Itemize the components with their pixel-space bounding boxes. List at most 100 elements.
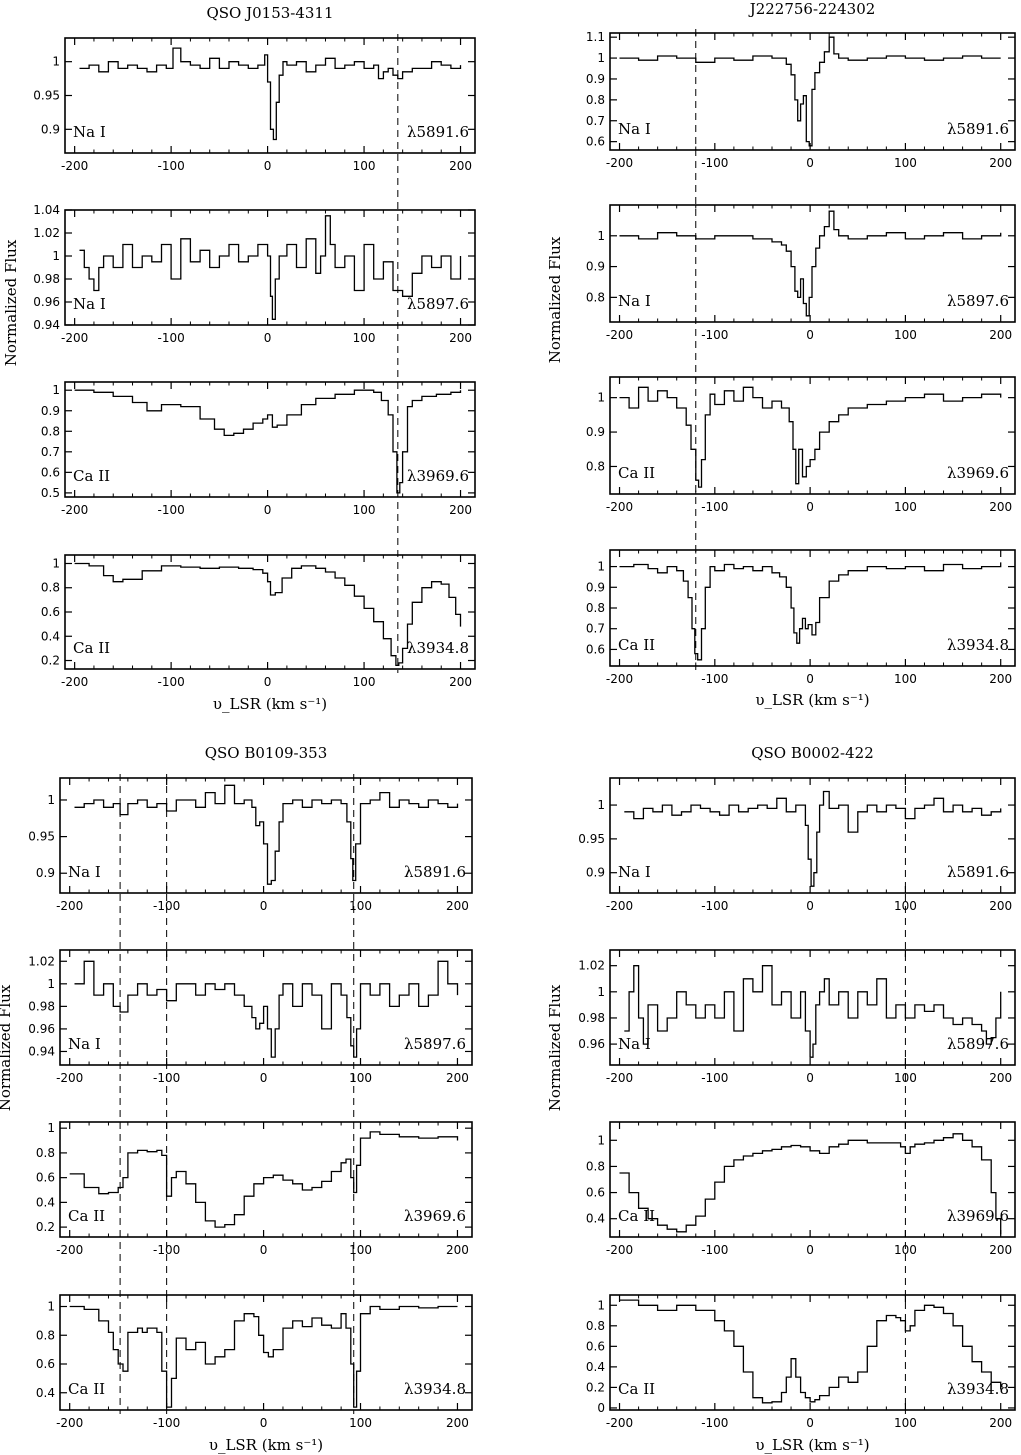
x-tick-label: 200 [989, 156, 1012, 170]
x-axis-label: υ_LSR (km s⁻¹) [755, 691, 869, 709]
wavelength-label: λ3934.8 [947, 636, 1009, 654]
ion-label: Ca II [68, 1207, 105, 1225]
y-tick-label: 0.98 [578, 1011, 605, 1025]
y-tick-label: 0.6 [41, 465, 60, 479]
ion-label: Ca II [618, 1380, 655, 1398]
spectrum-line [619, 386, 1002, 488]
y-tick-label: 0.7 [41, 445, 60, 459]
x-tick-label: -100 [701, 1243, 728, 1257]
panel-frame [609, 1294, 1016, 1411]
x-tick-label: -100 [701, 1071, 728, 1085]
y-tick-label: 0.8 [41, 581, 60, 595]
y-tick-label: 0.8 [586, 1159, 605, 1173]
x-tick-label: 0 [806, 1071, 814, 1085]
x-tick-label: -200 [606, 672, 633, 686]
wavelength-label: λ5897.6 [947, 1035, 1009, 1053]
wavelength-label: λ3969.6 [947, 1207, 1009, 1225]
y-tick-label: 0.8 [586, 601, 605, 615]
x-tick-label: -100 [701, 672, 728, 686]
chart-title: J222756-224302 [748, 0, 876, 18]
y-tick-label: 1 [47, 793, 55, 807]
y-tick-label: 1.02 [28, 954, 55, 968]
x-tick-label: 200 [989, 1416, 1012, 1430]
x-tick-label: 0 [260, 1071, 268, 1085]
y-tick-label: 0.98 [33, 272, 60, 286]
x-tick-label: 100 [894, 156, 917, 170]
y-tick-label: 1.04 [33, 203, 60, 217]
panel-frame [59, 1121, 473, 1238]
x-tick-label: 0 [806, 500, 814, 514]
wavelength-label: λ5891.6 [404, 863, 466, 881]
spectrum-line [69, 1305, 458, 1408]
x-tick-label: -200 [606, 328, 633, 342]
x-tick-label: -100 [701, 500, 728, 514]
chart-title: QSO B0002-422 [751, 744, 874, 762]
panel-frame [609, 204, 1016, 323]
y-tick-label: 0.9 [586, 425, 605, 439]
y-tick-label: 1.02 [578, 959, 605, 973]
y-tick-label: 0.95 [578, 832, 605, 846]
x-tick-label: 0 [260, 1416, 268, 1430]
ion-label: Ca II [73, 639, 110, 657]
x-tick-label: 200 [989, 500, 1012, 514]
x-tick-label: -200 [61, 159, 88, 173]
x-tick-label: 100 [894, 1243, 917, 1257]
x-tick-label: 100 [353, 675, 376, 689]
y-tick-label: 1.1 [586, 30, 605, 44]
spectrum-line [619, 210, 1002, 317]
y-tick-label: 1 [52, 383, 60, 397]
wavelength-label: λ5897.6 [947, 292, 1009, 310]
wavelength-label: λ5891.6 [947, 863, 1009, 881]
y-tick-label: 1 [597, 560, 605, 574]
x-tick-label: -100 [701, 899, 728, 913]
spectrum-line [74, 389, 462, 494]
wavelength-label: λ3969.6 [404, 1207, 466, 1225]
x-tick-label: 200 [446, 899, 469, 913]
x-tick-label: 100 [894, 672, 917, 686]
x-tick-label: 200 [446, 1243, 469, 1257]
x-tick-label: 100 [349, 1243, 372, 1257]
x-tick-label: 200 [449, 503, 472, 517]
x-tick-label: 0 [806, 672, 814, 686]
x-tick-label: -200 [56, 899, 83, 913]
y-tick-label: 1 [597, 229, 605, 243]
x-tick-label: -100 [158, 675, 185, 689]
panel-frame [64, 209, 476, 326]
ion-label: Na I [618, 120, 651, 138]
ion-label: Na I [73, 295, 106, 313]
y-tick-label: 1 [597, 51, 605, 65]
y-tick-label: 0.7 [586, 622, 605, 636]
y-tick-label: 0.4 [36, 1386, 55, 1400]
x-tick-label: -200 [56, 1071, 83, 1085]
y-tick-label: 0.4 [586, 1212, 605, 1226]
y-tick-label: 0.5 [41, 486, 60, 500]
x-tick-label: 200 [449, 331, 472, 345]
wavelength-label: λ5891.6 [407, 123, 469, 141]
y-tick-label: 0.7 [586, 114, 605, 128]
x-tick-label: 0 [264, 503, 272, 517]
x-tick-label: 0 [264, 331, 272, 345]
x-tick-label: 200 [989, 899, 1012, 913]
x-tick-label: -200 [606, 500, 633, 514]
x-tick-label: -200 [56, 1243, 83, 1257]
chart-title: QSO B0109-353 [205, 744, 328, 762]
y-tick-label: 1 [52, 55, 60, 69]
x-tick-label: -200 [606, 156, 633, 170]
ion-label: Na I [73, 123, 106, 141]
y-tick-label: 0.2 [586, 1380, 605, 1394]
panel-frame [59, 1294, 473, 1411]
x-tick-label: 100 [894, 500, 917, 514]
spectrum-line [74, 960, 459, 1058]
x-tick-label: 100 [349, 899, 372, 913]
x-tick-label: 200 [989, 328, 1012, 342]
ion-label: Ca II [618, 1207, 655, 1225]
y-axis-label: Normalized Flux [546, 236, 564, 363]
y-tick-label: 1 [47, 1121, 55, 1135]
y-tick-label: 0.8 [586, 290, 605, 304]
panel-frame [64, 381, 476, 498]
spectrum-line [74, 784, 459, 885]
wavelength-label: λ5897.6 [407, 295, 469, 313]
spectrum-line [74, 562, 462, 667]
chart-title: QSO J0153-4311 [206, 4, 333, 22]
x-tick-label: 200 [446, 1071, 469, 1085]
